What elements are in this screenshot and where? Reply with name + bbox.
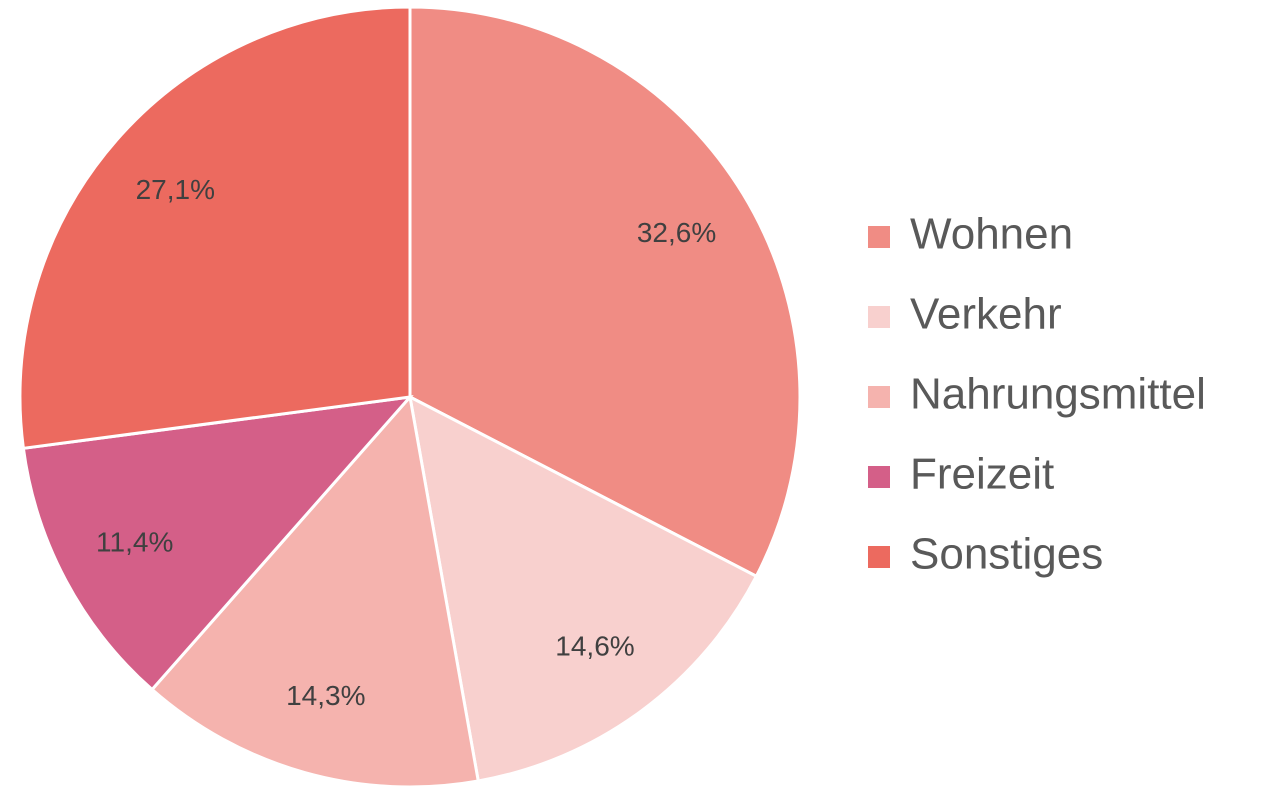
legend-label: Freizeit — [910, 450, 1054, 499]
pie-slice — [18, 5, 412, 450]
pie-slice — [407, 394, 759, 783]
legend-label: Sonstiges — [910, 530, 1103, 579]
data-label: 14,3% — [286, 680, 365, 711]
data-label: 11,4% — [96, 526, 173, 557]
legend-swatch — [868, 226, 890, 248]
legend-label: Wohnen — [910, 210, 1073, 259]
pie-slice — [21, 394, 414, 692]
data-label: 27,1% — [136, 174, 215, 205]
legend-swatch — [868, 546, 890, 568]
legend-label: Nahrungsmittel — [910, 370, 1206, 419]
legend-swatch — [868, 466, 890, 488]
legend-swatch — [868, 386, 890, 408]
pie-slice — [408, 5, 802, 579]
legend-swatch — [868, 306, 890, 328]
data-label: 32,6% — [637, 217, 716, 248]
legend-label: Verkehr — [910, 290, 1062, 339]
data-label: 14,6% — [555, 631, 634, 662]
